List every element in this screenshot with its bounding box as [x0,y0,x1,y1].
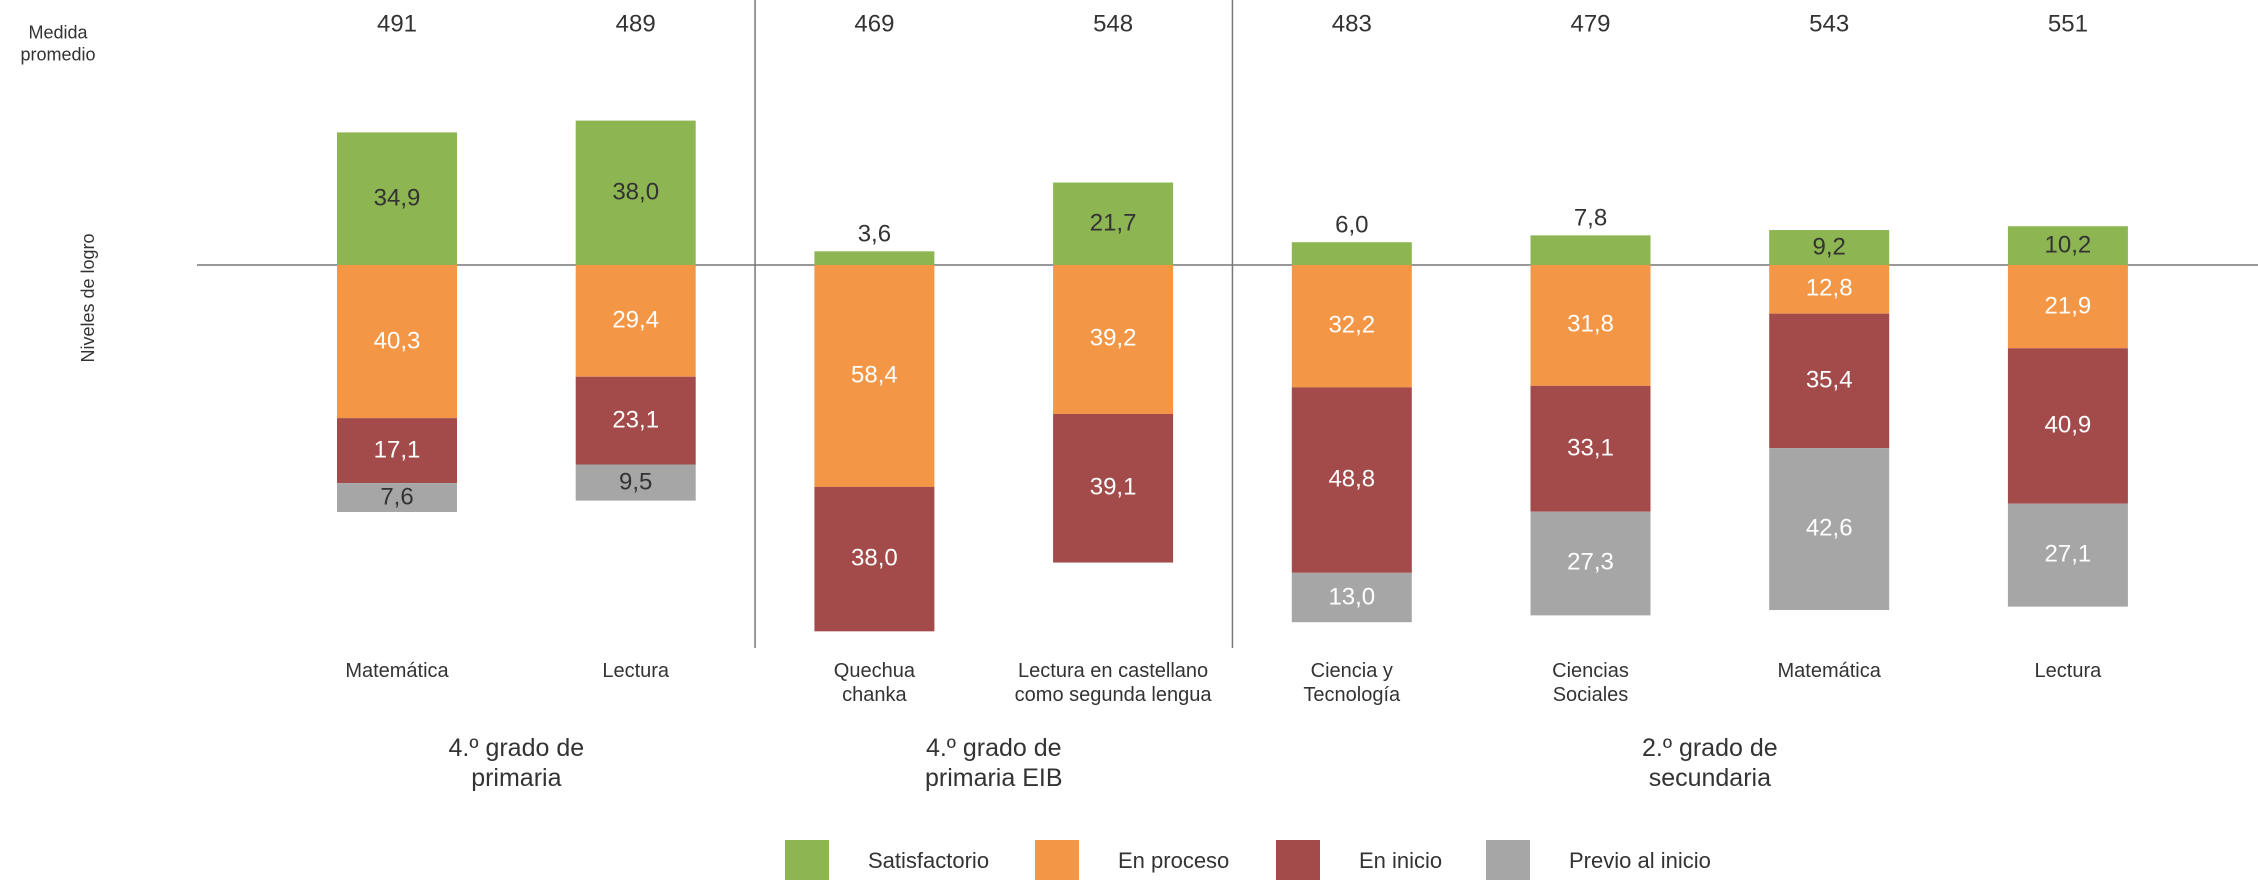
bar-segment [337,418,457,484]
bar-segment [1769,313,1890,449]
value-label: 42,6 [1805,514,1853,542]
bar-segment [1291,387,1412,573]
average-value: 469 [854,10,895,38]
legend-label: Satisfactorio [868,847,990,873]
category-label: Lectura [602,660,670,682]
value-label: 27,1 [2044,540,2092,568]
value-label: 35,4 [1805,366,1853,394]
category-label: Matemática [345,660,449,682]
bar-segment [1053,182,1174,265]
bar-segment [1530,265,1651,386]
value-label: 33,1 [1567,434,1614,462]
bar-segment [2007,226,2128,265]
category-label: Ciencia y Tecnología [1303,660,1401,706]
value-label: 7,6 [380,483,414,511]
bar-segment [337,265,457,419]
bar-segment [575,464,696,501]
bar-segment [337,132,457,265]
value-label: 3,6 [857,220,892,248]
bar-segment [1769,265,1890,314]
value-label: 29,4 [612,306,660,334]
bar-segment [2007,348,2128,504]
average-value: 479 [1570,10,1611,38]
bar-segment [575,376,696,465]
legend-swatch [1035,840,1079,880]
average-value: 489 [615,10,656,38]
value-label: 9,5 [619,468,653,496]
value-label: 32,2 [1328,311,1376,339]
legend-label: En inicio [1359,847,1443,873]
value-label: 23,1 [612,406,660,434]
average-value: 483 [1331,10,1372,38]
axis-label: Niveles de logro [78,233,99,363]
bar-segment [814,251,935,265]
legend-label: Previo al inicio [1569,847,1711,873]
value-label: 17,1 [373,436,421,464]
value-label: 39,2 [1089,325,1137,353]
bar-segment [1291,572,1412,623]
value-label: 21,7 [1089,209,1137,237]
value-label: 38,0 [612,178,660,206]
category-label: Matemática [1777,660,1881,682]
value-label: 48,8 [1328,465,1376,493]
value-label: 34,9 [373,184,421,212]
value-label: 40,9 [2044,411,2092,439]
bar-segment [1053,413,1174,563]
bar-segment [814,486,935,632]
bar-segment [1769,448,1890,611]
average-value: 491 [376,10,418,38]
category-label: Lectura [2034,660,2102,682]
group-label: 4.º grado de primaria [448,734,585,792]
value-label: 21,9 [2044,292,2092,320]
row-label: Medida promedio [20,22,96,64]
value-label: 7,8 [1573,204,1608,232]
bar-segment [2007,503,2128,607]
category-label: Ciencias Sociales [1552,660,1629,706]
bar-segment [1769,230,1890,265]
value-label: 58,4 [851,361,898,389]
value-label: 38,0 [851,544,898,572]
legend-label: En proceso [1118,847,1230,873]
value-label: 9,2 [1812,233,1846,261]
value-label: 40,3 [373,327,421,355]
legend-swatch [1276,840,1320,880]
average-value: 548 [1093,10,1134,38]
group-label: 2.º grado de secundaria [1642,734,1778,792]
bar-segment [1530,511,1651,616]
category-label: Lectura en castellano como segunda lengu… [1014,660,1212,706]
average-value: 551 [2047,10,2088,38]
value-label: 31,8 [1567,311,1614,339]
average-value: 543 [1809,10,1850,38]
bar-segment [814,265,935,487]
value-label: 27,3 [1567,549,1614,577]
bar-segment [1530,385,1651,512]
legend-swatch [1486,840,1530,880]
value-label: 6,0 [1335,211,1369,239]
value-label: 39,1 [1089,473,1137,501]
bar-segment [1530,235,1651,265]
bar-segment [2007,265,2128,349]
bar-segment [337,483,457,512]
value-label: 13,0 [1328,583,1376,611]
legend-swatch [785,840,829,880]
bar-segment [575,265,696,377]
group-label: 4.º grado de primaria EIB [924,734,1063,792]
bar-segment [1291,242,1412,265]
bar-segment [575,120,696,265]
bar-segment [1053,265,1174,414]
value-label: 12,8 [1805,274,1853,302]
value-label: 10,2 [2044,231,2092,259]
bar-segment [1291,265,1412,388]
category-label: Quechua chanka [833,660,915,706]
